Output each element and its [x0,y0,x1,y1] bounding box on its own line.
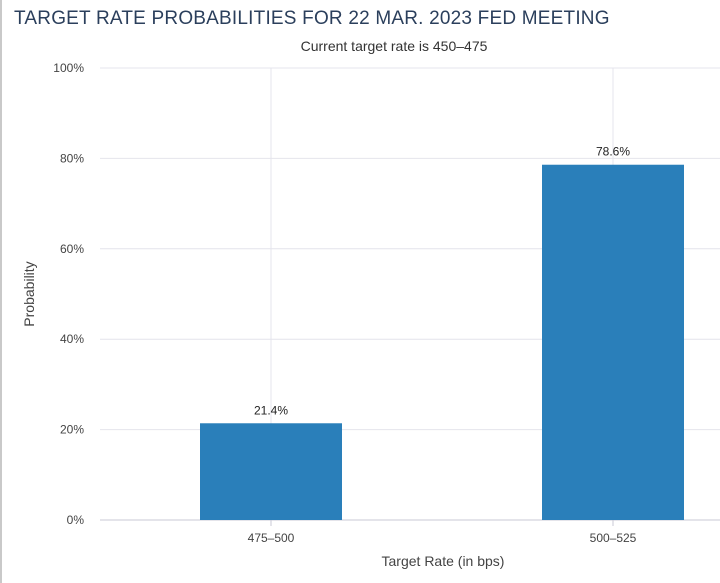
chart-subtitle: Current target rate is 450–475 [300,38,488,54]
y-tick-label: 40% [60,332,84,346]
labels: 0% 20% 40% 60% 80% 100% 21.4% 475–500 78.6% 500–5… [53,61,636,545]
data-label: 21.4% [254,403,288,417]
x-axis-title: Target Rate (in bps) [382,553,505,569]
y-axis-title: Probability [21,261,37,326]
y-tick-label: 60% [60,242,84,256]
y-tick-label: 100% [53,61,84,75]
y-tick-label: 80% [60,151,84,165]
y-tick-label: 20% [60,423,84,437]
data-label: 78.6% [596,145,630,159]
bar [542,164,684,520]
bars [200,164,684,520]
y-tick-label: 0% [67,513,85,527]
x-tick-label: 475–500 [248,531,295,545]
x-tick-label: 500–525 [590,531,637,545]
chart-title: TARGET RATE PROBABILITIES FOR 22 MAR. 20… [14,8,610,29]
bar [200,423,342,520]
